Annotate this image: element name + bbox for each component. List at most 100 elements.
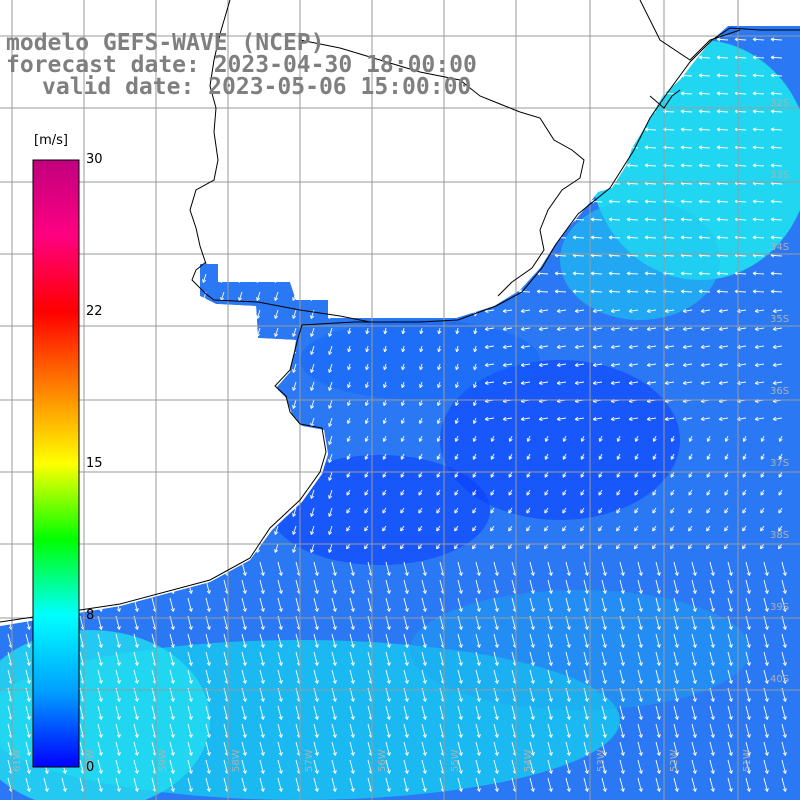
wind-arrow [680,109,693,114]
wind-arrow [328,381,333,391]
wind-arrow [554,271,567,276]
wind-arrow [187,669,193,684]
wind-arrow [403,741,409,756]
wind-arrow [115,741,121,756]
wind-arrow [610,344,621,350]
wind-arrow [691,741,697,756]
wind-arrow [601,579,607,594]
wind-arrow [313,579,319,594]
wind-arrow [698,217,711,222]
wind-arrow [574,416,585,422]
wind-arrow [133,723,139,738]
wind-arrow [655,705,661,720]
wind-arrow [777,543,783,550]
wind-arrow [760,525,765,532]
wind-arrow [709,579,715,594]
wind-arrow [538,380,549,386]
wind-arrow [538,416,549,422]
wind-arrow [619,651,625,666]
wind-arrow [646,344,657,350]
wind-arrow [781,759,787,774]
wind-arrow [601,597,607,612]
wind-arrow [592,326,603,332]
wind-speed-patch [0,630,210,800]
wind-arrow [644,235,657,240]
wind-arrow [382,471,387,478]
wind-arrow [763,633,769,648]
wind-arrow [349,597,355,612]
wind-arrow [472,489,477,496]
wind-arrow [259,705,265,720]
wind-arrow [544,471,549,478]
wind-arrow [574,362,585,368]
wind-arrow [752,271,765,276]
wind-arrow [646,308,657,314]
wind-arrow [169,777,175,792]
wind-arrow [401,363,406,371]
wind-arrow [97,669,103,684]
wind-arrow [436,471,441,478]
wind-arrow [25,669,31,684]
wind-arrow [646,416,657,422]
wind-arrow [421,633,427,648]
wind-arrow [628,344,639,350]
lon-label: 55W [450,749,461,772]
wind-arrow [723,543,729,550]
wind-arrow [752,199,765,204]
wind-arrow [473,327,478,335]
wind-arrow [382,399,387,406]
wind-arrow [401,327,406,335]
lat-label: 39S [770,602,789,613]
wind-arrow [475,597,481,612]
wind-arrow [529,633,535,648]
wind-arrow [628,308,639,314]
wind-arrow [421,723,427,738]
wind-arrow [493,759,499,774]
wind-arrow [680,199,693,204]
wind-arrow [772,344,783,350]
wind-arrow [619,579,625,594]
wind-arrow [615,543,621,550]
wind-arrow [310,525,315,535]
wind-arrow [277,561,283,576]
wind-arrow [698,91,711,96]
wind-arrow [610,326,621,332]
wind-arrow [716,163,729,168]
wind-arrow [655,561,661,576]
wind-arrow [457,669,463,684]
wind-arrow [493,669,499,684]
wind-arrow [25,777,31,792]
wind-arrow [381,543,387,550]
wind-arrow [454,399,459,406]
wind-arrow [700,326,711,332]
wind-arrow [770,217,783,222]
wind-arrow [597,543,603,550]
wind-arrow [418,435,423,442]
wind-arrow [475,777,481,792]
wind-arrow [688,435,693,442]
wind-arrow [745,705,751,720]
wind-arrow [489,543,495,550]
wind-arrow [490,489,495,496]
wind-arrow [556,308,567,314]
wind-arrow [493,651,499,666]
wind-arrow [457,723,463,738]
wind-arrow [637,759,643,774]
wind-arrow [583,777,589,792]
wind-arrow [655,759,661,774]
wind-arrow [277,669,283,684]
wind-arrow [529,759,535,774]
wind-arrow [760,435,765,442]
wind-arrow [277,633,283,648]
wind-arrow [502,344,513,350]
wind-arrow [205,723,211,738]
wind-arrow [331,651,337,666]
wind-arrow [752,163,765,168]
wind-arrow [770,271,783,276]
wind-arrow [484,380,495,386]
wind-arrow [202,273,207,283]
wind-arrow [475,669,481,684]
wind-arrow [601,741,607,756]
wind-arrow [115,651,121,666]
wind-arrow [637,579,643,594]
